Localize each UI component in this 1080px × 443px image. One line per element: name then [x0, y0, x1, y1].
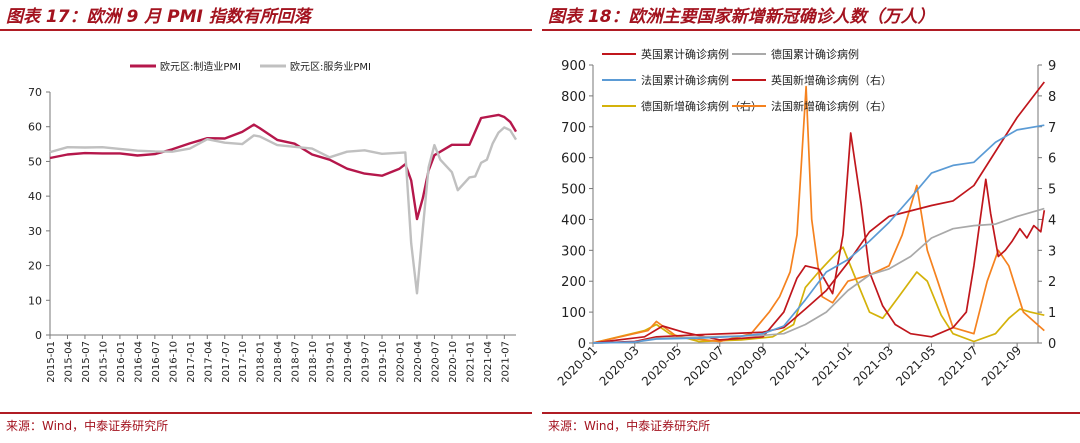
x-tick-label: 2020-01 — [396, 341, 407, 383]
source-note: 来源：Wind，中泰证券研究所 — [548, 419, 711, 433]
legend-label: 德国累计确诊病例 — [771, 47, 859, 61]
x-tick-label: 2021-07 — [500, 341, 511, 383]
x-tick-label: 2021-07 — [936, 343, 981, 388]
y-tick-label: 600 — [561, 152, 586, 167]
right-y-tick-label: 3 — [1048, 244, 1056, 259]
x-tick-label: 2019-01 — [326, 341, 337, 383]
left-panel: 图表 17：欧洲 9 月 PMI 指数有所回落 0 10 20 30 40 50 60 70 2… — [0, 0, 532, 443]
legend-label: 德国新增确诊病例（右） — [641, 99, 762, 113]
right-y-tick-label: 7 — [1048, 121, 1056, 136]
y-tick-label: 10 — [28, 294, 42, 307]
x-tick-label: 2015-10 — [98, 341, 109, 383]
y-tick-label: 700 — [561, 121, 586, 136]
legend-label: 欧元区:服务业PMI — [290, 60, 371, 73]
legend-label: 英国累计确诊病例 — [641, 47, 729, 61]
right-y-tick-label: 8 — [1048, 90, 1056, 105]
x-tick-label: 2017-07 — [221, 341, 232, 383]
source-rule — [0, 412, 532, 414]
x-tick-label: 2017-04 — [203, 341, 214, 383]
x-tick-label: 2021-03 — [851, 343, 896, 388]
x-tick-label: 2016-04 — [133, 341, 144, 383]
source-note: 来源：Wind，中泰证券研究所 — [6, 419, 169, 433]
chart-title: 图表 18：欧洲主要国家新增新冠确诊人数（万人） — [548, 7, 935, 27]
x-tick-label: 2017-01 — [186, 341, 197, 383]
x-tick-label: 2015-07 — [81, 341, 92, 383]
x-tick-label: 2020-05 — [639, 343, 684, 388]
x-tick-label: 2016-07 — [151, 341, 162, 383]
x-tick-label: 2020-10 — [448, 341, 459, 383]
right-panel: 图表 18：欧洲主要国家新增新冠确诊人数（万人） 0 100 200 300 400 50… — [542, 0, 1080, 443]
x-tick-label: 2020-04 — [413, 341, 424, 383]
y-tick-label: 200 — [561, 275, 586, 290]
y-tick-label: 30 — [28, 225, 42, 238]
right-y-tick-label: 6 — [1048, 152, 1056, 167]
right-y-tick-label: 4 — [1048, 213, 1056, 228]
title-rule — [542, 29, 1080, 31]
y-tick-label: 100 — [561, 306, 586, 321]
title-rule — [0, 29, 532, 31]
x-tick-label: 2015-04 — [63, 341, 74, 383]
right-y-tick-label: 9 — [1048, 59, 1056, 74]
x-tick-label: 2020-03 — [597, 343, 642, 388]
y-tick-label: 50 — [28, 155, 42, 168]
y-tick-label: 900 — [561, 59, 586, 74]
y-tick-label: 70 — [28, 86, 42, 99]
y-tick-label: 40 — [28, 190, 42, 203]
right-y-tick-label: 0 — [1048, 337, 1056, 352]
france-cumulative-line — [592, 124, 1045, 344]
chart-title: 图表 17：欧洲 9 月 PMI 指数有所回落 — [6, 7, 311, 27]
pmi-chart: 0 10 20 30 40 50 60 70 2015-01 2015-04 2015-07 2015… — [28, 60, 518, 383]
y-tick-label: 500 — [561, 183, 586, 198]
x-tick-label: 2018-07 — [291, 341, 302, 383]
x-tick-label: 2016-10 — [168, 341, 179, 383]
legend-label: 法国累计确诊病例 — [641, 73, 729, 87]
y-tick-label: 0 — [578, 337, 586, 352]
x-tick-label: 2020-07 — [682, 343, 727, 388]
x-tick-label: 2020-11 — [767, 343, 812, 388]
right-y-tick-label: 1 — [1048, 306, 1056, 321]
x-tick-label: 2020-07 — [430, 341, 441, 383]
y-tick-label: 300 — [561, 244, 586, 259]
x-tick-label: 2021-01 — [465, 341, 476, 383]
x-tick-label: 2017-10 — [238, 341, 249, 383]
covid-chart: 0 100 200 300 400 500 600 700 800 900 0 1 2 3 4 5 6 7 8 9 20… — [555, 47, 1057, 389]
x-tick-label: 2019-04 — [343, 341, 354, 383]
y-tick-label: 400 — [561, 213, 586, 228]
y-tick-label: 20 — [28, 260, 42, 273]
legend-label: 法国新增确诊病例（右） — [771, 99, 892, 113]
right-y-tick-label: 2 — [1048, 275, 1056, 290]
manufacturing-pmi-line — [49, 113, 518, 221]
x-tick-label: 2018-01 — [256, 341, 267, 383]
y-tick-label: 0 — [35, 329, 42, 342]
germany-daily-line — [592, 246, 1045, 344]
y-tick-label: 800 — [561, 90, 586, 105]
germany-cumulative-line — [592, 207, 1045, 344]
uk-cumulative-line — [592, 81, 1045, 344]
x-tick-label: 2019-10 — [378, 341, 389, 383]
x-tick-label: 2015-01 — [46, 341, 57, 383]
legend-label: 英国新增确诊病例（右） — [771, 73, 892, 87]
uk-daily-line — [592, 132, 1046, 344]
services-pmi-line — [49, 126, 518, 295]
right-y-tick-label: 5 — [1048, 183, 1056, 198]
x-tick-label: 2016-01 — [116, 341, 127, 383]
x-tick-label: 2021-01 — [810, 343, 855, 388]
france-daily-line — [592, 85, 1045, 344]
x-tick-label: 2021-04 — [483, 341, 494, 383]
x-tick-label: 2020-09 — [725, 343, 770, 388]
source-rule — [542, 412, 1080, 414]
x-tick-label: 2021-05 — [893, 343, 938, 388]
legend-label: 欧元区:制造业PMI — [160, 60, 241, 73]
x-tick-label: 2021-09 — [979, 343, 1024, 388]
x-tick-label: 2018-10 — [308, 341, 319, 383]
x-tick-label: 2018-04 — [273, 341, 284, 383]
y-tick-label: 60 — [28, 121, 42, 134]
x-tick-label: 2019-07 — [361, 341, 372, 383]
